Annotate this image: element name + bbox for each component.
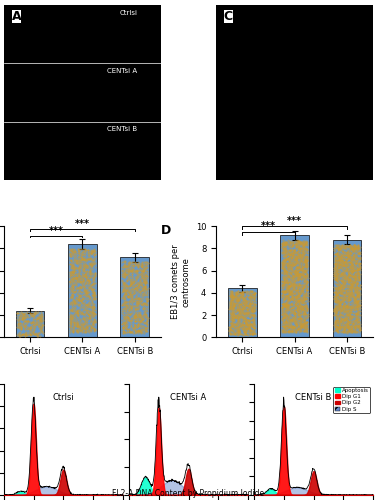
Text: CENTsi B: CENTsi B: [296, 392, 332, 402]
Text: ***: ***: [49, 226, 64, 235]
Bar: [228, 288, 257, 338]
Text: Ctrlsi: Ctrlsi: [120, 10, 137, 16]
Text: ***: ***: [261, 221, 276, 231]
Text: CENTsi A: CENTsi A: [107, 68, 137, 74]
Text: A: A: [12, 10, 21, 23]
Text: Ctrlsi: Ctrlsi: [52, 392, 74, 402]
Y-axis label: EB1/3 comets per
centrosome: EB1/3 comets per centrosome: [171, 244, 190, 319]
Text: CENTsi A: CENTsi A: [170, 392, 207, 402]
Bar: [333, 240, 362, 338]
Text: ***: ***: [287, 216, 302, 226]
Text: CENTsi B: CENTsi B: [107, 126, 137, 132]
Bar: [120, 258, 149, 338]
Bar: [280, 235, 309, 338]
Bar: [15, 310, 44, 338]
Bar: [68, 244, 97, 338]
Text: D: D: [161, 224, 171, 237]
Text: FL2-A DNA Content by Propidium Iodide: FL2-A DNA Content by Propidium Iodide: [112, 488, 265, 498]
Text: C: C: [224, 10, 233, 23]
Legend: Apoptosis, Dip G1, Dip G2, Dip S: Apoptosis, Dip G1, Dip G2, Dip S: [333, 386, 371, 413]
Text: ***: ***: [75, 219, 90, 229]
